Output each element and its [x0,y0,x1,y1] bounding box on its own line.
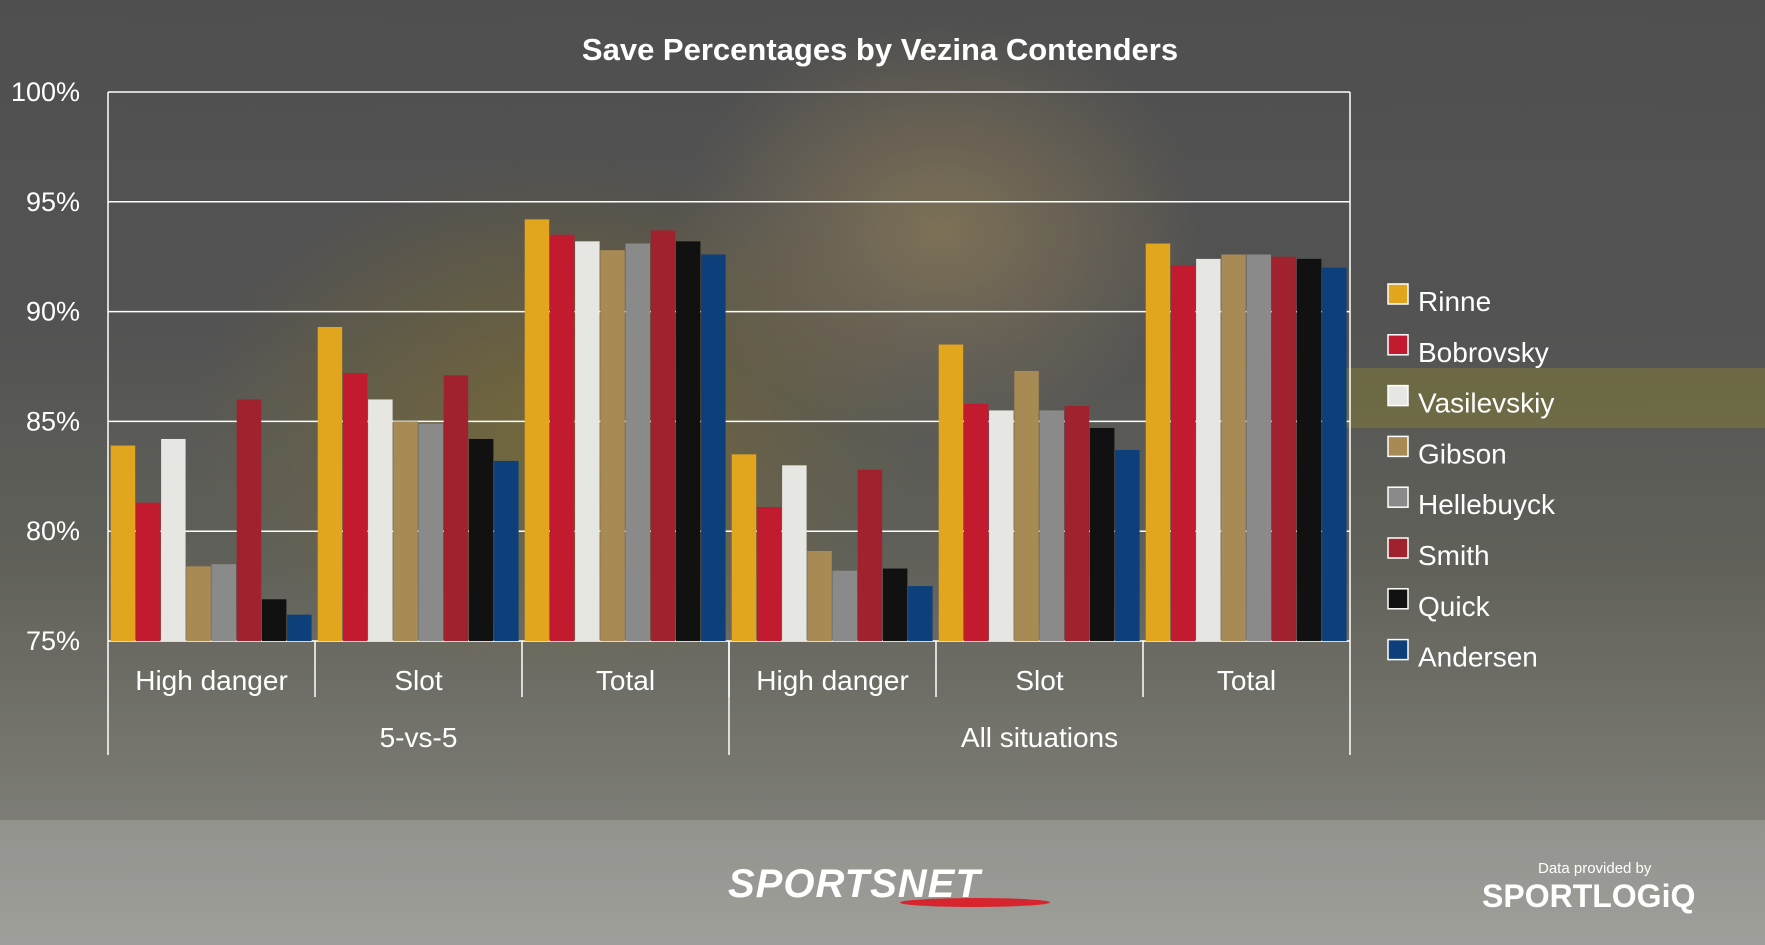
bar [1296,258,1322,641]
bar [1170,265,1196,641]
bar [287,614,312,641]
legend-label: Bobrovsky [1418,337,1549,368]
bar [1271,256,1297,641]
bar [832,570,857,641]
legend-label: Gibson [1418,438,1507,469]
chart-title: Save Percentages by Vezina Contenders [582,32,1178,67]
bar [211,564,236,641]
bar [1014,370,1039,641]
legend-swatch [1387,435,1409,458]
bar [882,568,908,641]
category-label: Total [596,665,655,696]
bar [186,566,211,641]
category-label: Total [1217,665,1276,696]
legend-swatch [1387,588,1409,610]
bar [393,421,418,641]
legend-swatch [1387,486,1409,508]
bar [575,241,600,641]
bar [908,586,933,641]
bar [161,438,186,641]
bar [989,410,1014,641]
axis-layer: 75% 80% 85% 90% 95% 100% High danger Slot Total H… [11,77,1351,755]
bar [756,507,782,641]
sportlogiq-logo: SPORTLOGiQ [1482,878,1696,914]
bar [468,438,494,641]
legend-swatch [1387,537,1409,559]
data-provided-by-label: Data provided by [1538,860,1652,877]
bar [368,399,393,641]
legend-label: Smith [1418,540,1490,571]
bar [418,423,443,641]
bar [1145,243,1171,642]
bar [1322,267,1347,641]
bar [1064,406,1090,641]
bar [600,250,625,641]
legend-label: Rinne [1418,286,1491,317]
category-label: High danger [756,665,909,696]
y-tick-label: 75% [26,626,80,656]
y-tick-label: 80% [26,516,80,546]
bar [1039,410,1064,641]
bar [963,403,989,641]
bar [938,344,964,641]
bar [549,234,575,642]
bar [110,445,136,641]
bar [650,230,676,641]
group-label: 5-vs-5 [380,722,458,753]
bar [1246,254,1271,641]
bar [135,502,161,641]
category-label: High danger [135,665,288,696]
bar [317,326,343,641]
category-label: Slot [394,665,442,696]
y-tick-label: 100% [11,77,80,107]
bar [731,454,757,641]
category-label: Slot [1015,665,1063,696]
group-label: All situations [961,722,1118,753]
bar [1089,427,1115,641]
bars-layer [110,219,1347,642]
bar [1221,254,1246,641]
bar [675,241,701,641]
bar [807,550,832,641]
y-tick-label: 90% [26,297,80,327]
legend-swatch [1387,334,1409,356]
legend-label: Hellebuyck [1418,489,1556,520]
bar [494,460,519,641]
bar [782,465,807,641]
legend-label: Vasilevskiy [1418,388,1554,419]
bar [1196,258,1221,641]
bar [701,254,726,641]
bar [524,219,550,642]
y-tick-label: 85% [26,406,80,436]
legend: Rinne Bobrovsky Vasilevskiy Gibson Hellebuyc… [1387,283,1556,673]
legend-swatch [1387,283,1409,305]
legend-swatch [1387,384,1409,407]
bar [443,375,469,641]
y-tick-label: 95% [26,187,80,217]
legend-swatch [1387,638,1409,661]
bar [857,469,883,641]
legend-label: Andersen [1418,642,1538,673]
bar [236,399,262,641]
bar [261,599,287,641]
legend-label: Quick [1418,591,1491,622]
bar [342,373,368,641]
bar [625,243,650,642]
bar [1115,449,1140,641]
